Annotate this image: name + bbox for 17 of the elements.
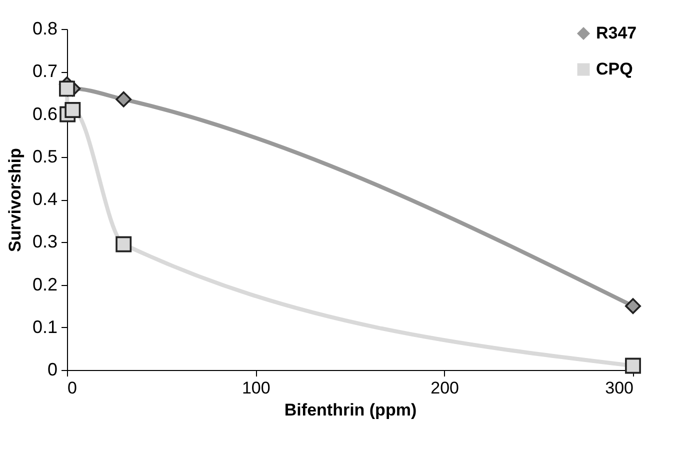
y-tick-label: 0.8 [32,18,58,38]
y-axis-title: Survivorship [5,148,24,252]
legend-label: R347 [596,24,637,42]
y-tick-label: 0.4 [32,189,58,209]
x-tick-label: 300 [605,378,634,398]
x-tick-label: 100 [242,378,270,398]
y-tick-label: 0.2 [32,274,58,294]
x-tick-label: 200 [430,378,460,398]
y-tick-label: 0.6 [32,104,58,124]
y-tick-label: 0.7 [32,61,58,82]
x-axis-title: Bifenthrin (ppm) [284,400,417,420]
y-tick-label: 0.5 [32,146,58,166]
y-tick-label: 0 [47,360,58,380]
y-tick-label: 0.1 [32,316,58,337]
legend-label: CPQ [596,60,633,78]
x-tick-label: 0 [68,378,77,398]
y-tick-label: 0.3 [32,232,58,252]
